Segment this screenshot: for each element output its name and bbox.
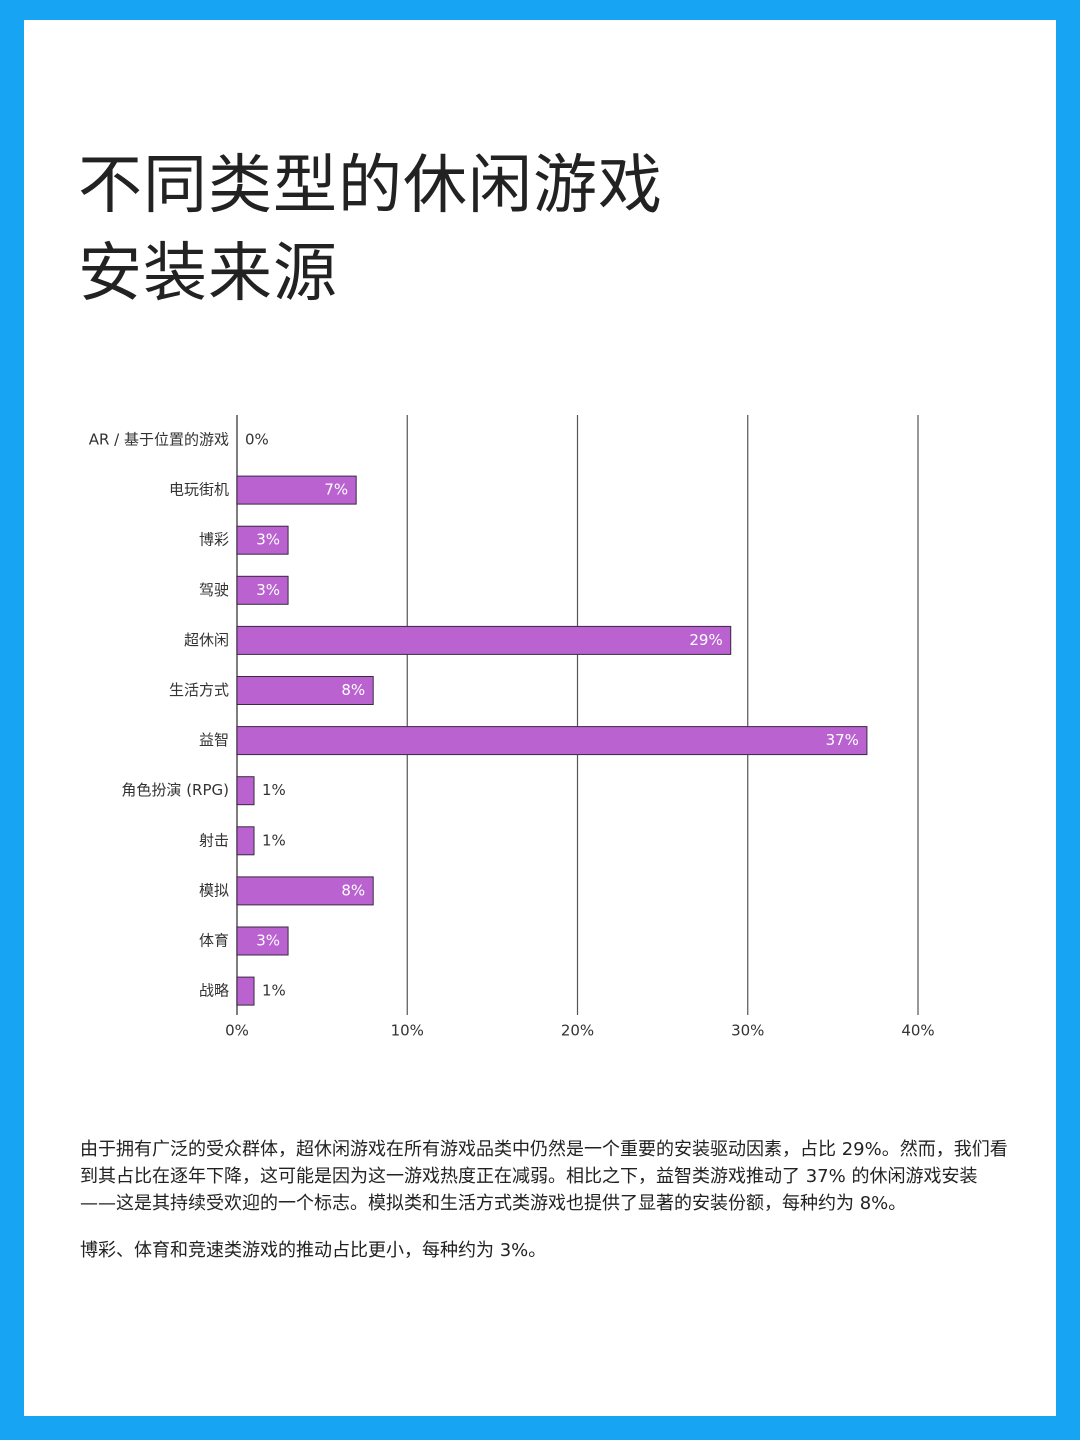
paragraph: 博彩、体育和竞速类游戏的推动占比更小，每种约为 3%。 xyxy=(80,1240,547,1261)
y-tick-label: 驾驶 xyxy=(199,581,229,599)
bar xyxy=(236,776,255,806)
y-tick-label: 生活方式 xyxy=(169,681,229,699)
x-tick-label: 20% xyxy=(561,1022,594,1040)
y-tick-label: 电玩街机 xyxy=(169,481,229,499)
value-label: 1% xyxy=(262,781,286,799)
title: 不同类型的休闲游戏 安装来源 xyxy=(78,149,663,311)
y-tick-label: 益智 xyxy=(199,731,229,749)
bar xyxy=(236,726,868,756)
bar xyxy=(236,876,374,906)
bar xyxy=(236,475,357,505)
value-label: 8% xyxy=(341,881,365,899)
y-tick-label: 模拟 xyxy=(199,881,229,899)
value-label: 29% xyxy=(689,631,722,649)
x-tick-label: 40% xyxy=(901,1022,934,1040)
paragraph: 由于拥有广泛的受众群体，超休闲游戏在所有游戏品类中仍然是一个重要的安装驱动因素，… xyxy=(80,1139,1008,1214)
bar xyxy=(236,676,374,705)
x-tick-label: 30% xyxy=(731,1022,764,1040)
value-label: 3% xyxy=(256,531,280,549)
value-label: 7% xyxy=(324,481,348,499)
y-tick-label: 博彩 xyxy=(199,531,229,549)
y-tick-label: 体育 xyxy=(199,932,229,950)
bar xyxy=(236,926,289,956)
y-tick-label: 角色扮演 (RPG) xyxy=(121,781,229,799)
bar xyxy=(236,976,255,1006)
card: 不同类型的休闲游戏 安装来源 由于拥有广泛的受众群体，超休闲游戏在所有游戏品类中… xyxy=(24,20,1056,1416)
value-label: 8% xyxy=(341,681,365,699)
value-label: 1% xyxy=(262,831,286,849)
bar xyxy=(236,525,289,555)
bar xyxy=(236,575,289,605)
y-tick-label: 超休闲 xyxy=(184,631,229,649)
value-label: 37% xyxy=(826,731,859,749)
body-text: 由于拥有广泛的受众群体，超休闲游戏在所有游戏品类中仍然是一个重要的安装驱动因素，… xyxy=(80,1136,1010,1284)
x-tick-label: 0% xyxy=(225,1022,249,1040)
x-tick-label: 10% xyxy=(391,1022,424,1040)
y-tick-label: 射击 xyxy=(199,831,229,849)
value-label: 3% xyxy=(256,581,280,599)
bar xyxy=(236,826,255,856)
y-tick-label: 战略 xyxy=(199,982,229,1000)
value-label: 3% xyxy=(256,932,280,950)
y-tick-label: AR / 基于位置的游戏 xyxy=(89,431,229,449)
value-label: 0% xyxy=(245,431,269,449)
bar xyxy=(236,625,732,655)
value-label: 1% xyxy=(262,982,286,1000)
